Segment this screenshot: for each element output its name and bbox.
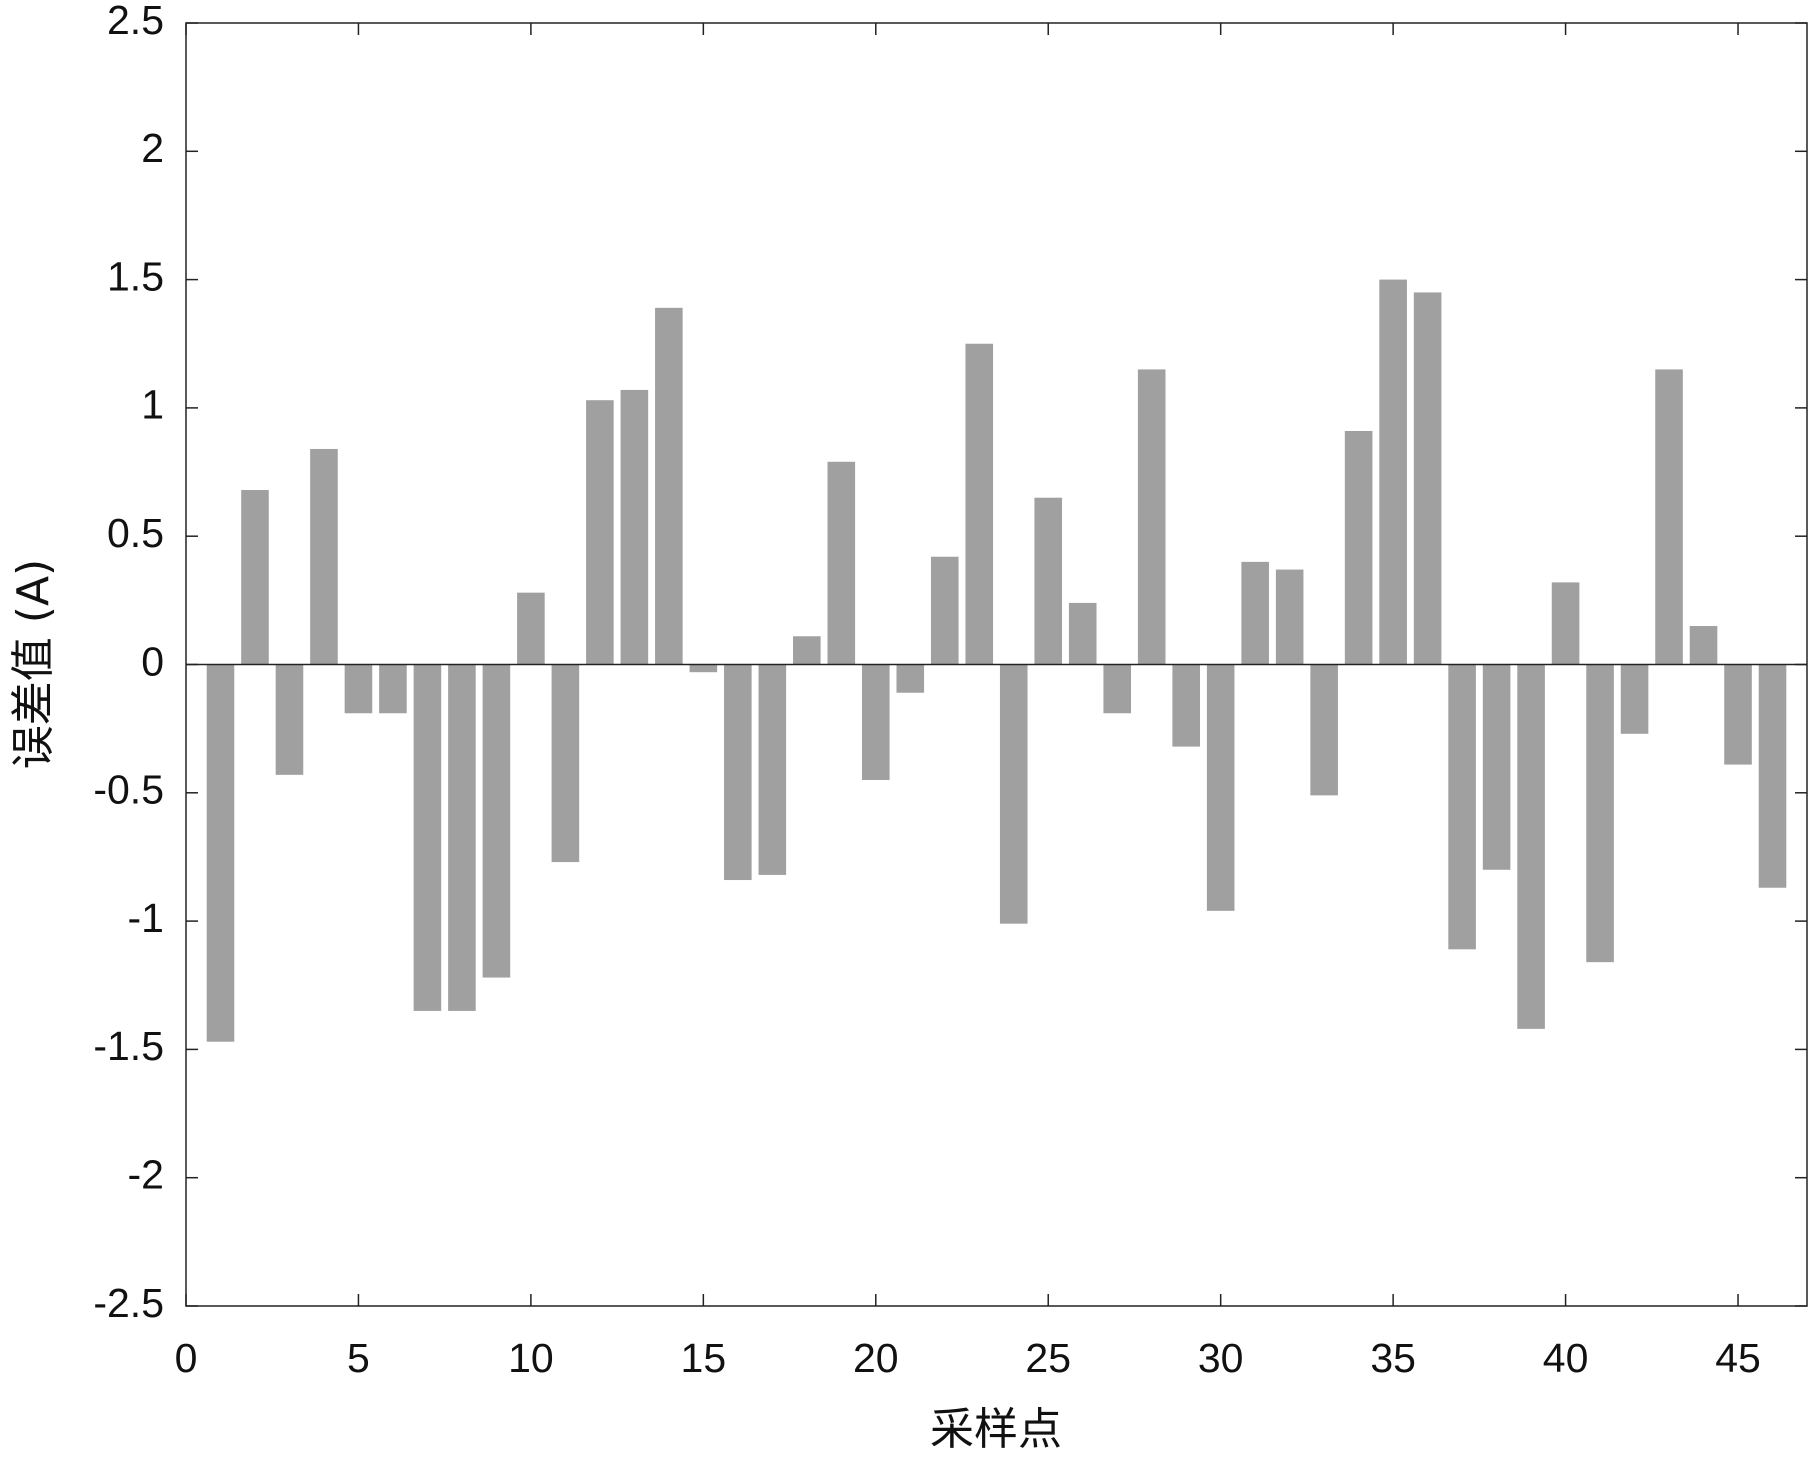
y-tick-label: 2 <box>141 125 164 171</box>
bar <box>448 664 476 1011</box>
bar <box>1310 664 1338 796</box>
y-tick-label: 1 <box>141 382 164 428</box>
bar <box>586 400 614 665</box>
bar <box>1724 664 1752 765</box>
bar <box>1068 602 1097 665</box>
x-tick-label: 25 <box>1025 1335 1071 1381</box>
bar <box>999 664 1028 924</box>
x-tick-label: 35 <box>1370 1335 1416 1381</box>
bar <box>1103 664 1132 714</box>
bar <box>413 664 442 1011</box>
bar <box>1655 369 1683 665</box>
x-axis-title: 采样点 <box>930 1404 1062 1455</box>
y-tick-label: 0.5 <box>107 510 164 556</box>
bar <box>1172 664 1200 747</box>
bar <box>517 592 545 665</box>
bar <box>1758 664 1787 888</box>
x-tick-label: 40 <box>1543 1335 1589 1381</box>
bar <box>1689 626 1718 665</box>
x-tick-label: 15 <box>681 1335 727 1381</box>
y-tick-label: -1.5 <box>93 1023 164 1069</box>
bar <box>379 664 407 714</box>
x-tick-label: 5 <box>347 1335 370 1381</box>
bar <box>930 556 959 665</box>
bar <box>655 307 683 665</box>
bar <box>896 664 925 693</box>
bar <box>1551 582 1580 665</box>
y-tick-label: -0.5 <box>93 767 164 813</box>
y-tick-label: -2 <box>128 1152 164 1198</box>
x-tick-label: 0 <box>175 1335 198 1381</box>
bar <box>1482 664 1511 870</box>
bar <box>1206 664 1235 911</box>
bar <box>1379 279 1407 665</box>
y-axis-title: 误差值 (A) <box>8 559 59 769</box>
bar <box>344 664 373 714</box>
bar <box>275 664 304 775</box>
bar <box>1620 664 1649 734</box>
bar <box>1137 369 1166 665</box>
x-tick-label: 10 <box>508 1335 554 1381</box>
y-tick-label: 2.5 <box>107 0 164 43</box>
y-tick-label: -1 <box>128 895 164 941</box>
bar <box>724 664 752 881</box>
y-tick-label: 0 <box>141 638 164 684</box>
bar <box>206 664 235 1042</box>
bar <box>310 448 338 665</box>
bar <box>1344 430 1373 665</box>
bar <box>861 664 890 780</box>
bar <box>482 664 511 978</box>
bar <box>793 636 821 665</box>
x-tick-label: 30 <box>1198 1335 1244 1381</box>
bar <box>1034 497 1063 665</box>
bar <box>1586 664 1614 963</box>
bar <box>827 461 856 665</box>
bar <box>689 664 718 673</box>
bar <box>1517 664 1545 1029</box>
bar <box>758 664 787 875</box>
bar <box>965 343 994 665</box>
bar <box>1413 292 1442 665</box>
y-tick-label: 1.5 <box>107 253 164 299</box>
bar <box>241 490 269 665</box>
bar <box>551 664 580 863</box>
bar <box>1275 569 1304 665</box>
y-tick-label: -2.5 <box>93 1280 164 1326</box>
x-tick-label: 20 <box>853 1335 899 1381</box>
bar <box>620 389 649 665</box>
bar <box>1448 664 1476 950</box>
x-tick-label: 45 <box>1715 1335 1761 1381</box>
bar <box>1241 561 1269 665</box>
